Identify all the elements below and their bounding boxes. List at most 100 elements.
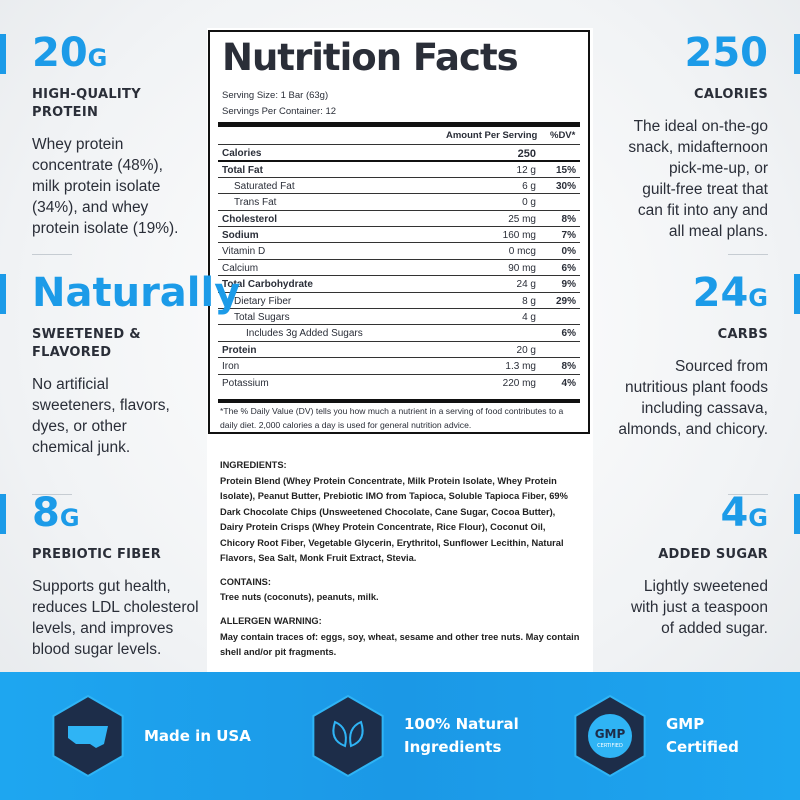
feature-description: Supports gut health, [32,578,171,595]
feature-description: with just a teaspoon [630,599,768,616]
nf-row: Iron 1.3 mg 8% [218,357,580,374]
highlight-figure: 8G [32,490,80,541]
figure-unit: G [87,44,108,72]
feature-description: milk protein isolate [32,178,161,195]
nf-dv: 29% [555,295,576,307]
accent-bar [794,494,800,534]
feature-description: sweeteners, flavors, [32,397,170,414]
nf-row: Total Carbohydrate 24 g 9% [218,275,580,292]
nf-dv: 15% [555,165,576,177]
divider [728,494,768,495]
feature-description: (34%), and whey [32,199,149,216]
ingredients-heading: ALLERGEN WARNING: [220,616,322,626]
feature-description: nutritious plant foods [624,379,768,396]
divider [728,254,768,255]
feature-description: levels, and improves [32,620,174,637]
nf-label: Cholesterol [222,213,278,225]
ingredients-text: May contain traces of: eggs, soy, wheat,… [220,631,580,658]
footnote: *The % Daily Value (DV) tells you how mu… [220,406,564,430]
nf-label: Sodium [222,230,259,241]
feature-subtitle: SWEETENED & [32,327,141,342]
feature-subtitle: ADDED SUGAR [658,547,768,562]
feature-subtitle: CALORIES [694,87,768,102]
feature-subtitle: HIGH-QUALITY [32,87,141,102]
nf-label: Dietary Fiber [234,295,292,307]
divider [32,494,72,495]
figure: 8 [32,490,60,536]
figure: 4 [720,490,749,536]
nf-row: Trans Fat 0 g [218,193,580,210]
feature-description: protein isolate (19%). [32,220,179,237]
serving-size: Serving Size: 1 Bar (63g) [222,90,329,101]
feature-description: Lightly sweetened [643,578,768,595]
nf-amount: 4 g [522,312,536,323]
badge-text: Made in USA [144,726,251,745]
nutrition-facts: Nutrition Facts Serving Size: 1 Bar (63g… [208,30,590,434]
nf-amount: 90 mg [508,262,536,274]
ingredients-heading: CONTAINS: [220,576,271,587]
nf-row: Dietary Fiber 8 g 29% [218,291,580,309]
thick-rule [218,122,580,127]
highlight-figure: Naturally [32,270,240,316]
nf-amount: 0 g [522,197,536,209]
feature-subtitle: PREBIOTIC FIBER [32,547,162,562]
feature-description: blood sugar levels. [32,641,162,658]
badge-text: Certified [666,738,739,756]
thick-rule [218,399,580,403]
figure: 20 [32,30,88,76]
figure-unit: G [748,504,768,532]
highlight-figure: 250 [685,30,769,76]
ingredients-text: Tree nuts (coconuts), peanuts, milk. [220,592,379,602]
divider [32,254,72,255]
nf-row: Saturated Fat 6 g 30% [218,176,580,194]
nf-row: Sodium 160 mg 7% [218,226,580,243]
feature-description: guilt-free treat that [642,181,768,198]
amount-header: Amount Per Serving [446,130,538,141]
nf-dv: 30% [555,180,576,192]
feature-subtitle: PROTEIN [32,105,99,120]
nf-label: Vitamin D [222,246,266,258]
nf-label: Protein [222,344,257,356]
leaf-icon [332,720,347,748]
usa-icon [68,726,108,748]
gmp-seal-text: GMP [595,727,626,741]
nf-amount: 20 g [516,344,536,356]
nf-label: Total Fat [222,165,263,177]
dv-header: %DV* [550,130,576,141]
nf-dv: 9% [561,279,576,291]
nf-amount: 160 mg [502,230,536,241]
nf-amount: 8 g [522,295,536,307]
nf-row: Cholesterol 25 mg 8% [218,209,580,227]
nf-dv: 6% [561,262,576,274]
feature-subtitle: FLAVORED [32,345,112,360]
icons: GMP CERTIFIED [52,694,646,778]
nf-dv: 0% [561,246,576,258]
accent-bar [0,274,6,314]
accent-bar [0,494,6,534]
nf-label: Calcium [222,262,259,274]
ingredients-text: Protein Blend (Whey Protein Concentrate,… [220,475,568,564]
nf-row: Calcium 90 mg 6% [218,258,580,276]
nf-label: Trans Fat [234,197,277,209]
leaf-icon [349,720,364,748]
nf-dv: 8% [561,213,576,225]
nf-row: Includes 3g Added Sugars 6% [218,324,580,341]
nf-row: Vitamin D 0 mcg 0% [218,242,580,259]
accent-bar [794,274,800,314]
nf-label: Calories [222,148,262,159]
highlight-figure: 24G [693,270,768,321]
nf-label: Iron [222,361,240,373]
feature-description: pick-me-up, or [668,160,768,177]
feature-description: reduces LDL cholesterol [32,599,199,616]
feature-subtitle: CARBS [717,327,768,342]
nf-dv: 8% [561,361,576,373]
figure-unit: G [59,504,80,532]
nf-amount: 24 g [516,279,536,291]
nf-amount: 12 g [516,165,536,177]
feature-description: almonds, and chicory. [618,421,768,438]
nf-label: Total Sugars [234,312,290,323]
nf-title: Nutrition Facts [222,36,519,79]
highlight-figure: 20G [32,30,107,81]
nf-dv: 7% [561,230,576,241]
